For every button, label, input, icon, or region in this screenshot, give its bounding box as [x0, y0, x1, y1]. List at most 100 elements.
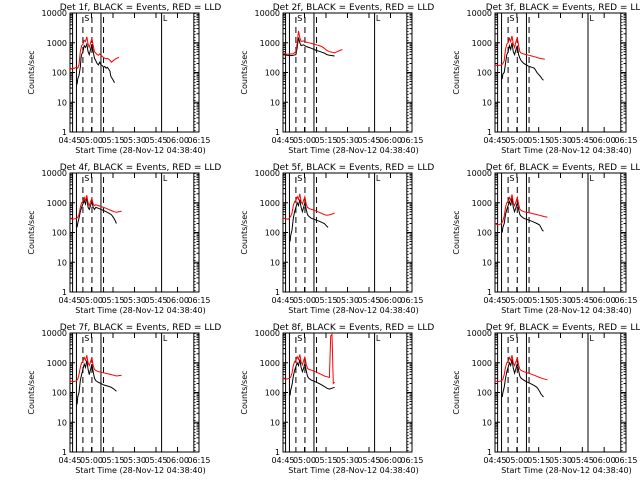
interval-label-l: L	[589, 174, 594, 183]
y-tick-label: 10000	[467, 9, 492, 18]
x-axis-label: Start Time (28-Nov-12 04:38:40)	[501, 146, 631, 155]
y-tick-label: 100	[265, 69, 280, 78]
x-axis-label: Start Time (28-Nov-12 04:38:40)	[75, 306, 205, 315]
y-tick-label: 10000	[42, 329, 67, 338]
x-tick-label: 06:00	[166, 456, 189, 465]
y-axis-label: Counts/sec	[27, 370, 36, 414]
interval-label-s: S	[509, 334, 514, 343]
x-tick-label: 06:15	[614, 296, 637, 305]
x-tick-label: 06:00	[166, 136, 189, 145]
plot-frame	[69, 172, 200, 293]
x-tick-label: 06:00	[593, 296, 616, 305]
x-tick-label: 04:45	[58, 136, 81, 145]
x-tick-label: 04:45	[58, 296, 81, 305]
y-tick-label: 1000	[472, 359, 492, 368]
plot-frame	[69, 332, 200, 453]
x-tick-label: 05:30	[336, 136, 359, 145]
y-tick-label: 10	[482, 98, 492, 107]
x-tick-label: 05:15	[527, 136, 550, 145]
plot-frame	[494, 172, 627, 293]
x-axis-label: Start Time (28-Nov-12 04:38:40)	[288, 306, 418, 315]
series-line-events	[501, 42, 544, 81]
plot-title: Det 2f, BLACK = Events, RED = LLD	[273, 3, 435, 13]
interval-label-s: S	[84, 14, 89, 23]
x-tick-label: 05:30	[123, 296, 146, 305]
y-tick-label: 1000	[47, 359, 67, 368]
panel-det-4f: S L 1 10 100 1000 10000 04:4505:0005:1505:3005:…	[27, 163, 221, 315]
x-tick-label: 05:30	[123, 456, 146, 465]
plot-title: Det 6f, BLACK = Events, RED = LLD	[486, 163, 640, 173]
series-line-lld	[494, 355, 548, 383]
x-tick-label: 04:45	[483, 456, 506, 465]
x-tick-label: 05:15	[101, 296, 124, 305]
y-tick-label: 10000	[255, 329, 280, 338]
panel-det-3f: S L 1 10 100 1000 10000 04:4505:0005:1505:3005:…	[452, 3, 640, 155]
plot-title: Det 9f, BLACK = Events, RED = LLD	[486, 323, 640, 333]
x-tick-label: 05:45	[571, 136, 594, 145]
series-line-lld	[69, 355, 122, 383]
x-tick-label: 06:15	[187, 296, 210, 305]
x-tick-label: 05:00	[505, 136, 528, 145]
x-tick-label: 04:45	[271, 456, 294, 465]
plot-title: Det 3f, BLACK = Events, RED = LLD	[486, 3, 640, 13]
x-tick-label: 05:15	[527, 456, 550, 465]
x-axis-label: Start Time (28-Nov-12 04:38:40)	[501, 466, 631, 475]
x-tick-label: 05:00	[505, 296, 528, 305]
x-tick-label: 05:15	[314, 456, 337, 465]
plot-title: Det 7f, BLACK = Events, RED = LLD	[60, 323, 222, 333]
interval-label-l: L	[376, 14, 381, 23]
x-tick-label: 05:00	[293, 456, 316, 465]
y-tick-label: 10000	[255, 9, 280, 18]
y-tick-label: 1	[275, 448, 280, 457]
interval-label-s: S	[297, 174, 302, 183]
x-tick-label: 05:45	[357, 296, 380, 305]
series-line-lld	[494, 194, 548, 226]
x-axis-label: Start Time (28-Nov-12 04:38:40)	[501, 306, 631, 315]
x-tick-label: 04:45	[483, 136, 506, 145]
panel-det-9f: S L 1 10 100 1000 10000 04:4505:0005:1505:3005:…	[452, 323, 640, 475]
interval-label-l: L	[376, 174, 381, 183]
panel-det-8f: S L 1 10 100 1000 10000 04:4505:0005:1505:3005:…	[240, 323, 434, 475]
y-tick-label: 1	[275, 288, 280, 297]
y-tick-label: 10000	[467, 329, 492, 338]
y-tick-label: 10	[57, 418, 67, 427]
y-tick-label: 100	[477, 229, 492, 238]
panel-det-5f: S L 1 10 100 1000 10000 04:4505:0005:1505:3005:…	[240, 163, 434, 315]
y-tick-label: 1000	[472, 39, 492, 48]
y-tick-label: 1	[487, 448, 492, 457]
plot-title: Det 4f, BLACK = Events, RED = LLD	[60, 163, 222, 173]
y-tick-label: 1	[62, 288, 67, 297]
x-axis-label: Start Time (28-Nov-12 04:38:40)	[75, 466, 205, 475]
x-tick-label: 06:15	[187, 456, 210, 465]
series-line-lld	[282, 30, 343, 55]
series-line-lld	[282, 193, 335, 220]
interval-label-s: S	[509, 14, 514, 23]
x-tick-label: 04:45	[58, 456, 81, 465]
y-tick-label: 10	[482, 418, 492, 427]
y-tick-label: 100	[52, 69, 67, 78]
x-tick-label: 06:15	[614, 456, 637, 465]
series-line-events	[501, 359, 544, 398]
y-tick-label: 10	[57, 98, 67, 107]
panel-det-7f: S L 1 10 100 1000 10000 04:4505:0005:1505:3005:…	[27, 323, 221, 475]
interval-label-s: S	[297, 334, 302, 343]
x-tick-label: 05:30	[549, 136, 572, 145]
x-tick-label: 05:30	[336, 296, 359, 305]
series-line-events	[501, 198, 544, 233]
y-tick-label: 100	[52, 389, 67, 398]
x-tick-label: 06:00	[379, 136, 402, 145]
y-tick-label: 1	[62, 128, 67, 137]
y-tick-label: 10000	[42, 169, 67, 178]
x-tick-label: 04:45	[483, 296, 506, 305]
x-tick-label: 06:00	[166, 296, 189, 305]
y-axis-label: Counts/sec	[240, 210, 249, 254]
x-tick-label: 06:15	[187, 136, 210, 145]
y-axis-label: Counts/sec	[27, 50, 36, 94]
plot-frame	[494, 12, 627, 133]
y-tick-label: 10	[270, 418, 280, 427]
y-tick-label: 10	[270, 258, 280, 267]
x-tick-label: 05:15	[314, 136, 337, 145]
x-tick-label: 06:15	[400, 296, 423, 305]
series-line-lld	[494, 35, 545, 67]
